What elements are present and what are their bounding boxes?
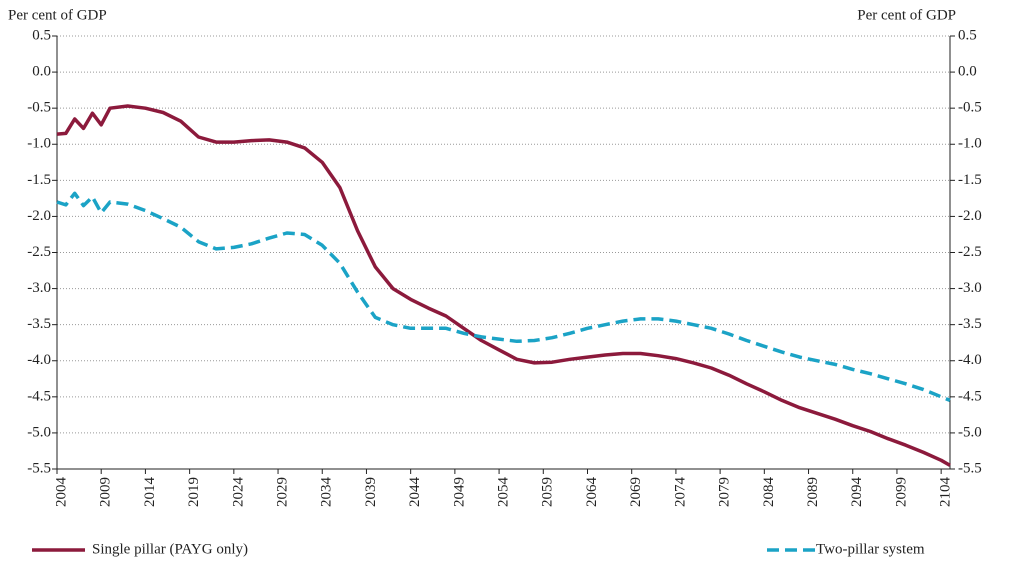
y-tick-label: -5.5 (27, 460, 51, 476)
y-tick-label: -3.5 (27, 316, 51, 332)
x-tick-label: 2034 (319, 477, 335, 508)
x-tick-label: 2069 (628, 477, 644, 507)
y2-tick-label: -4.0 (958, 352, 982, 368)
y2-tick-label: 0.0 (958, 64, 977, 80)
x-tick-label: 2079 (717, 477, 733, 507)
y-tick-label: -5.0 (27, 424, 51, 440)
x-tick-label: 2019 (186, 477, 202, 507)
y-tick-label: -2.0 (27, 208, 51, 224)
x-tick-label: 2049 (451, 477, 467, 507)
x-tick-label: 2084 (761, 477, 777, 508)
y-tick-label: -4.5 (27, 388, 51, 404)
x-tick-label: 2014 (142, 477, 158, 508)
y2-tick-label: -4.5 (958, 388, 982, 404)
y-tick-label: -0.5 (27, 100, 51, 116)
y-tick-label: -4.0 (27, 352, 51, 368)
y-tick-label: 0.0 (32, 64, 51, 80)
x-tick-label: 2004 (53, 477, 69, 508)
x-tick-label: 2059 (540, 477, 556, 507)
x-tick-label: 2024 (230, 477, 246, 508)
legend-label: Single pillar (PAYG only) (92, 541, 248, 557)
y2-tick-label: -5.0 (958, 424, 982, 440)
y2-tick-label: -3.0 (958, 280, 982, 296)
x-tick-label: 2009 (98, 477, 114, 507)
x-tick-label: 2094 (849, 477, 865, 508)
x-tick-label: 2099 (893, 477, 909, 507)
x-tick-label: 2054 (496, 477, 512, 508)
y-axis-label: Per cent of GDP (8, 7, 107, 23)
y2-tick-label: -1.0 (958, 136, 982, 152)
y2-tick-label: -0.5 (958, 100, 982, 116)
y2-tick-label: -2.5 (958, 244, 982, 260)
x-tick-label: 2104 (938, 477, 954, 508)
x-tick-label: 2039 (363, 477, 379, 507)
y2-tick-label: 0.5 (958, 27, 977, 43)
y-tick-label: -3.0 (27, 280, 51, 296)
y2-tick-label: -2.0 (958, 208, 982, 224)
y2-tick-label: -3.5 (958, 316, 982, 332)
x-tick-label: 2074 (672, 477, 688, 508)
legend-label: Two-pillar system (816, 541, 925, 557)
series-line (56, 104, 951, 467)
x-tick-label: 2064 (584, 477, 600, 508)
y-tick-label: -2.5 (27, 244, 51, 260)
x-tick-label: 2044 (407, 477, 423, 508)
y-tick-label: -1.0 (27, 136, 51, 152)
series-line (56, 191, 951, 403)
x-tick-label: 2029 (274, 477, 290, 507)
y-tick-label: 0.5 (32, 27, 51, 43)
y-tick-label: -1.5 (27, 172, 51, 188)
y2-tick-label: -1.5 (958, 172, 982, 188)
x-tick-label: 2089 (805, 477, 821, 507)
y2-tick-label: -5.5 (958, 460, 982, 476)
y2-axis-label: Per cent of GDP (857, 7, 956, 23)
